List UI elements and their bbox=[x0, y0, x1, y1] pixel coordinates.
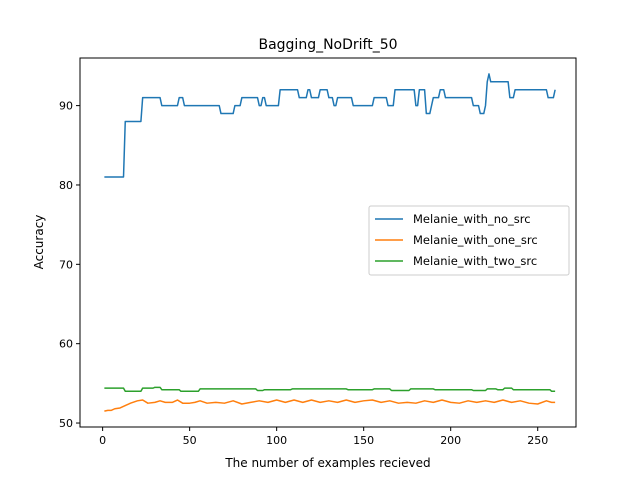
x-tick-label-3: 150 bbox=[353, 434, 374, 447]
chart-title: Bagging_NoDrift_50 bbox=[258, 37, 397, 53]
y-tick-label-0: 50 bbox=[59, 417, 73, 430]
series-layer bbox=[104, 73, 556, 412]
legend-label-0: Melanie_with_no_src bbox=[413, 212, 531, 226]
legend: Melanie_with_no_src Melanie_with_one_src M… bbox=[368, 205, 570, 276]
x-axis-label: The number of examples recieved bbox=[224, 456, 430, 470]
ticks-layer: 0 50 100 150 200 250 50 60 70 80 90 bbox=[59, 100, 548, 447]
x-tick-label-0: 0 bbox=[99, 434, 106, 447]
legend-label-1: Melanie_with_one_src bbox=[413, 233, 538, 247]
y-tick-label-3: 80 bbox=[59, 179, 73, 192]
x-tick-label-4: 200 bbox=[440, 434, 461, 447]
x-tick-label-5: 250 bbox=[527, 434, 548, 447]
y-axis-label: Accuracy bbox=[32, 215, 46, 270]
x-tick-label-1: 50 bbox=[183, 434, 197, 447]
legend-label-2: Melanie_with_two_src bbox=[413, 254, 537, 268]
series-line-2 bbox=[104, 386, 556, 393]
plot-frame bbox=[79, 57, 577, 428]
x-tick-label-2: 100 bbox=[266, 434, 287, 447]
y-tick-label-4: 90 bbox=[59, 100, 73, 113]
series-line-0 bbox=[104, 73, 556, 178]
y-tick-label-2: 70 bbox=[59, 258, 73, 271]
legend-box bbox=[368, 205, 570, 276]
y-tick-label-1: 60 bbox=[59, 338, 73, 351]
series-line-1 bbox=[104, 399, 556, 412]
